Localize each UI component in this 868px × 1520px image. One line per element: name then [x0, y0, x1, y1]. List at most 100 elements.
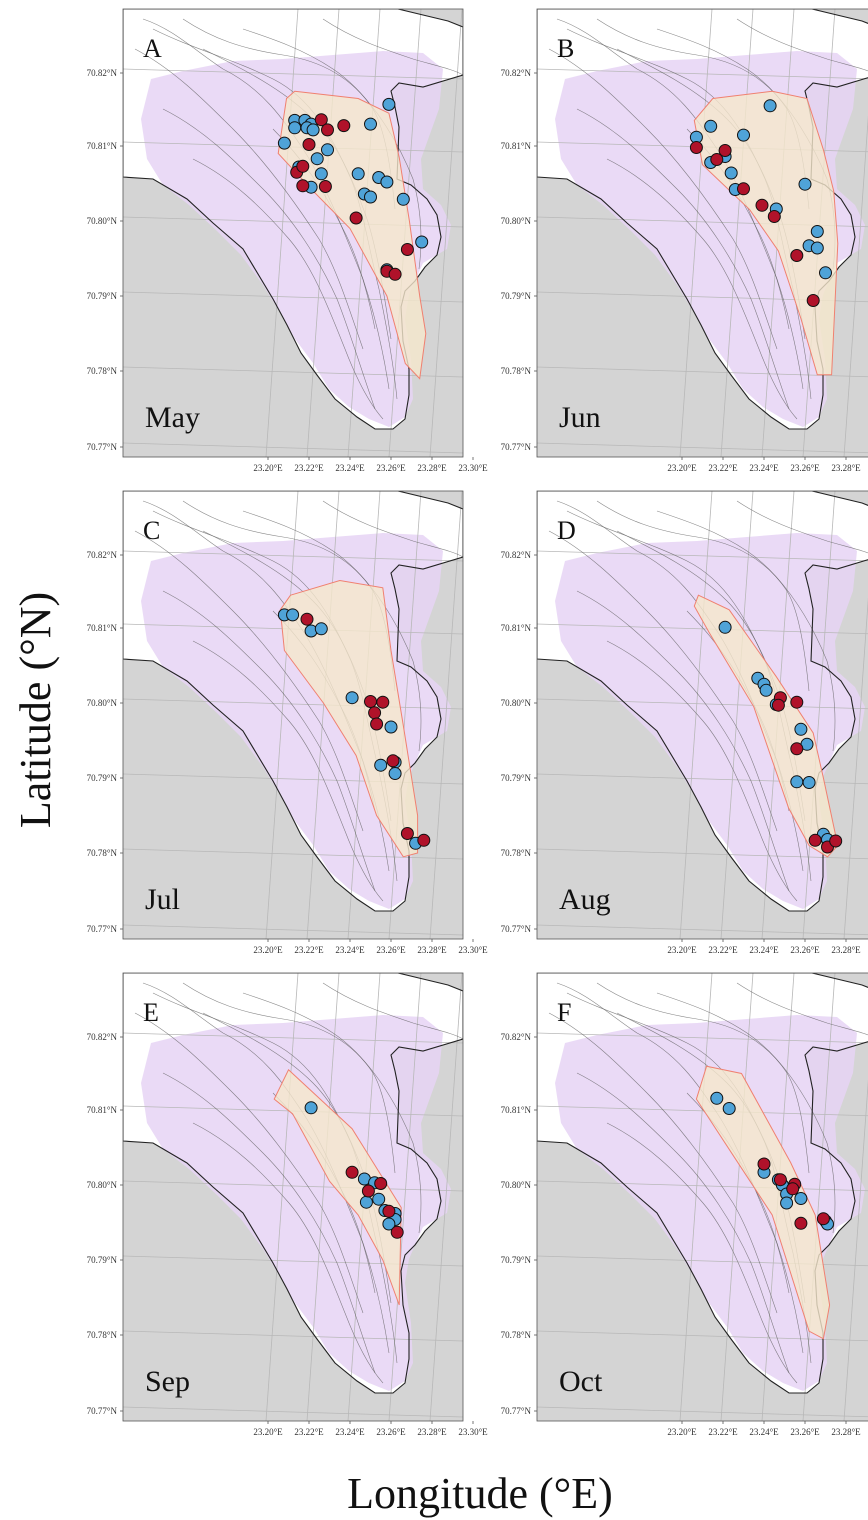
series-blue [277, 608, 423, 850]
panel-e: E Sep 70.82°N 70.81°N 70.80°N 70.79°N 70.78°N 7… [87, 972, 488, 1437]
data-point-red [300, 612, 314, 626]
data-point-red [417, 833, 431, 847]
data-point-red [806, 294, 820, 307]
graticule-parallel [123, 366, 463, 378]
data-point-red [318, 180, 332, 193]
data-point-red [689, 141, 703, 154]
series-red [300, 612, 431, 847]
data-point-red [737, 182, 750, 196]
data-point-blue [382, 1217, 396, 1231]
panel-month-label: Aug [559, 883, 611, 916]
data-point-red [382, 1204, 396, 1218]
depth-contour [606, 158, 798, 420]
data-point-blue [810, 241, 824, 255]
x-tick-label: 23.24°E [335, 463, 365, 473]
data-point-blue [718, 620, 732, 634]
data-point-red [376, 695, 390, 709]
data-point-blue [415, 235, 429, 249]
data-point-blue [802, 776, 816, 789]
graticule-meridian [429, 973, 463, 1421]
data-point-blue [794, 722, 808, 736]
panel-letter: B [557, 34, 574, 63]
x-tick-label: 23.28°E [417, 945, 447, 955]
x-tick-label: 23.28°E [831, 463, 861, 473]
series-red [771, 691, 843, 854]
data-point-blue [780, 1196, 794, 1210]
y-tick-label: 70.82°N [501, 1032, 532, 1042]
graticule-meridian [843, 1079, 868, 1421]
panel-frame [536, 972, 868, 1422]
panel-map [537, 973, 868, 1421]
y-tick-label: 70.77°N [87, 1406, 118, 1416]
data-point-blue [359, 1195, 373, 1209]
graticule-meridian [802, 973, 836, 1421]
depth-contour [322, 18, 463, 76]
data-point-blue [704, 119, 718, 133]
x-tick-label: 23.26°E [790, 1427, 820, 1437]
data-point-red [771, 698, 785, 712]
x-tick-label: 23.24°E [335, 1427, 365, 1437]
y-tick-label: 70.81°N [501, 141, 532, 151]
y-tick-label: 70.78°N [501, 366, 532, 376]
depth-contour [656, 992, 836, 1234]
data-point-blue [286, 608, 300, 622]
y-tick-label: 70.78°N [87, 848, 118, 858]
graticule-meridian [720, 9, 754, 457]
data-point-blue [345, 691, 359, 705]
series-red [345, 1165, 404, 1239]
data-point-blue [384, 720, 398, 734]
graticule-parallel [123, 68, 463, 80]
depth-contour [192, 158, 384, 420]
panel-month-label: Oct [559, 1365, 603, 1398]
graticule-meridian [429, 491, 463, 939]
data-point-red [710, 153, 724, 166]
graticule-parallel [537, 848, 868, 860]
graticule-parallel [123, 1406, 463, 1418]
data-point-red [400, 243, 414, 256]
depth-contour [736, 18, 868, 72]
y-tick-label: 70.80°N [87, 698, 118, 708]
graticule-parallel [123, 1032, 463, 1044]
data-point-blue [737, 128, 750, 142]
graticule-parallel [537, 1180, 868, 1192]
x-tick-label: 23.24°E [335, 945, 365, 955]
panel-f: F Oct 70.82°N 70.81°N 70.80°N 70.79°N 70.78°N 7… [501, 972, 868, 1437]
data-point-blue [722, 1102, 736, 1115]
data-point-red [794, 1216, 808, 1230]
series-red [290, 113, 414, 281]
data-point-red [400, 827, 414, 840]
graticule-meridian [720, 491, 754, 939]
x-tick-label: 23.26°E [376, 945, 406, 955]
coastline [123, 973, 463, 1394]
data-point-red [296, 179, 310, 193]
y-tick-label: 70.79°N [501, 773, 532, 783]
graticule-parallel [123, 442, 463, 454]
graticule-meridian [306, 973, 340, 1421]
y-tick-label: 70.78°N [501, 848, 532, 858]
depth-contour [548, 1012, 778, 1314]
y-tick-label: 70.78°N [501, 1330, 532, 1340]
depth-contour [162, 590, 376, 892]
graticule-parallel [537, 698, 868, 710]
depth-contour [596, 982, 810, 1174]
x-tick-label: 23.28°E [417, 1427, 447, 1437]
home-range-polygon [695, 1065, 831, 1340]
depth-contour [162, 108, 376, 410]
y-tick-label: 70.82°N [501, 550, 532, 560]
depth-contour [576, 108, 790, 410]
depth-contour [322, 982, 463, 1040]
x-tick-label: 23.20°E [667, 945, 697, 955]
graticule-parallel [123, 1180, 463, 1192]
y-tick-label: 70.79°N [501, 1255, 532, 1265]
y-tick-label: 70.81°N [87, 623, 118, 633]
y-tick-label: 70.77°N [501, 1406, 532, 1416]
x-tick-label: 23.26°E [376, 1427, 406, 1437]
panel-frame [122, 972, 464, 1422]
graticule-meridian [388, 973, 422, 1421]
x-tick-label: 23.30°E [458, 463, 488, 473]
depth-contour [134, 48, 364, 350]
graticule-meridian [802, 491, 836, 939]
panel-month-label: Jul [145, 883, 180, 916]
x-tick-label: 23.26°E [790, 945, 820, 955]
